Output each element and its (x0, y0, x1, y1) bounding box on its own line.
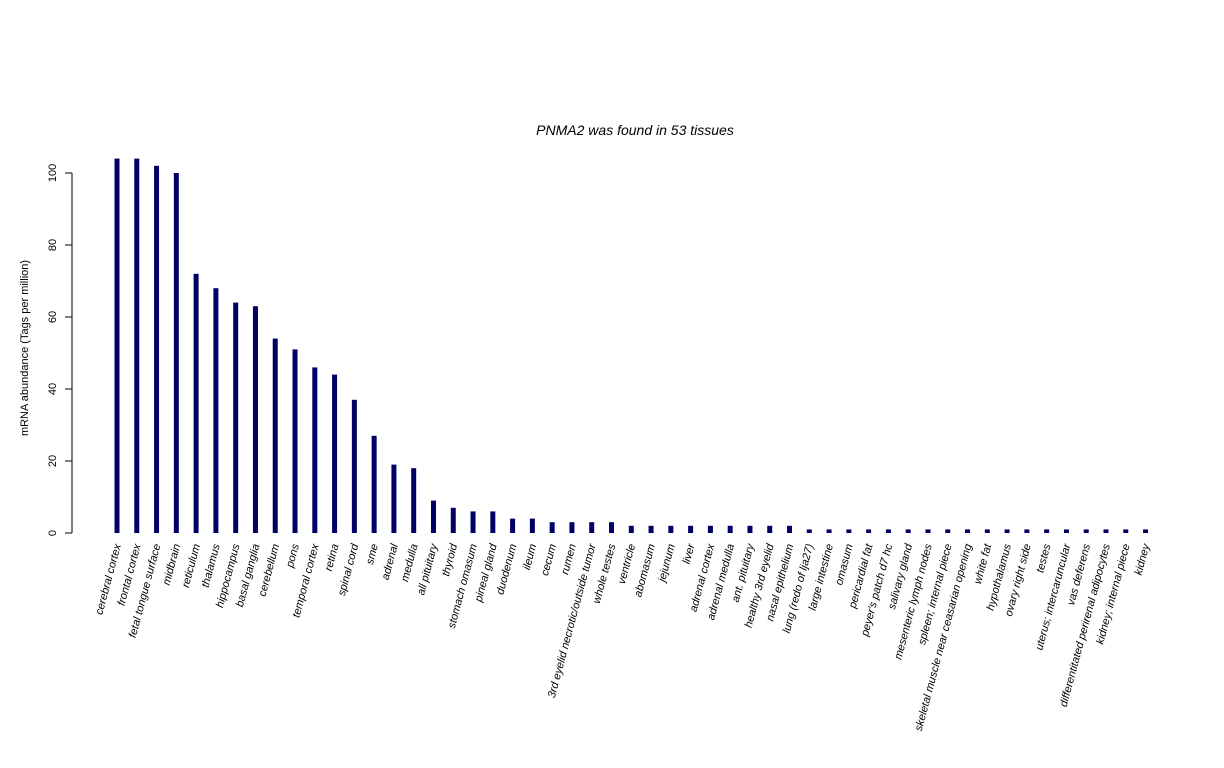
bar (510, 518, 516, 533)
y-axis-label: mRNA abundance (Tags per million) (19, 260, 31, 436)
category-label: adrenal (380, 542, 401, 581)
bar (1044, 529, 1050, 533)
bar (529, 518, 535, 533)
bar (312, 367, 318, 533)
category-label: ileum (521, 543, 539, 572)
bar (272, 338, 278, 533)
bar (707, 525, 713, 533)
bar (430, 500, 436, 533)
bar (1123, 529, 1129, 533)
bar (589, 522, 595, 533)
bar (1024, 529, 1030, 533)
bar (628, 525, 634, 533)
y-tick-label: 100 (47, 164, 59, 182)
bar (490, 511, 496, 533)
bar (1083, 529, 1089, 533)
bar (213, 288, 219, 533)
bar (945, 529, 951, 533)
bar (648, 525, 654, 533)
y-tick-label: 40 (47, 383, 59, 395)
y-tick-label: 0 (47, 530, 59, 536)
y-tick-label: 80 (47, 239, 59, 251)
bar (1143, 529, 1149, 533)
bar (371, 435, 377, 533)
category-label: reticulum (180, 543, 203, 589)
bar (252, 306, 258, 533)
bar (668, 525, 674, 533)
bar (450, 507, 456, 533)
bar (787, 525, 793, 533)
bar (351, 399, 357, 533)
y-tick-label: 20 (47, 455, 59, 467)
category-label: jejunum (656, 543, 678, 585)
bar (866, 529, 872, 533)
bar (846, 529, 852, 533)
category-label: white fat (972, 542, 994, 586)
category-label: pons (284, 542, 302, 570)
category-label: testes (1034, 542, 1053, 574)
category-label: ventricle (616, 543, 638, 586)
bar (134, 158, 140, 533)
bar (688, 525, 694, 533)
y-axis: 0 20 40 60 80 100 (47, 164, 73, 536)
bar (549, 522, 555, 533)
bar (806, 529, 812, 533)
category-label: omasum (833, 543, 856, 587)
bar (569, 522, 575, 533)
bar (826, 529, 832, 533)
bar (925, 529, 931, 533)
bar (470, 511, 476, 533)
bar (885, 529, 891, 533)
bar (114, 158, 120, 533)
bar (1004, 529, 1010, 533)
bar (391, 464, 397, 533)
bar (984, 529, 990, 533)
bar (609, 522, 614, 533)
bar (154, 165, 160, 534)
bar (1063, 529, 1069, 533)
chart-title: PNMA2 was found in 53 tissues (536, 122, 734, 138)
bar (965, 529, 971, 533)
bar (173, 173, 179, 533)
bar (767, 525, 773, 533)
category-label: rumen (559, 543, 579, 576)
y-tick-label: 60 (47, 311, 59, 323)
category-label: thalamus (200, 542, 223, 589)
bar (332, 374, 338, 533)
category-label: sme (364, 543, 381, 566)
bar (411, 468, 417, 533)
category-label: liver (681, 541, 698, 565)
bar (727, 525, 733, 533)
bar (233, 302, 239, 533)
bar (1103, 529, 1109, 533)
bars (114, 158, 1149, 534)
category-label: thyroid (440, 542, 460, 578)
category-label: retina (323, 543, 342, 573)
bar (905, 529, 911, 533)
category-label: kidney (1133, 541, 1153, 576)
bar (747, 525, 753, 533)
category-label: medulla (399, 543, 421, 583)
category-label: cecum (539, 543, 559, 577)
category-label: midbrain (161, 543, 184, 587)
bar (292, 349, 298, 533)
bar (193, 273, 199, 533)
